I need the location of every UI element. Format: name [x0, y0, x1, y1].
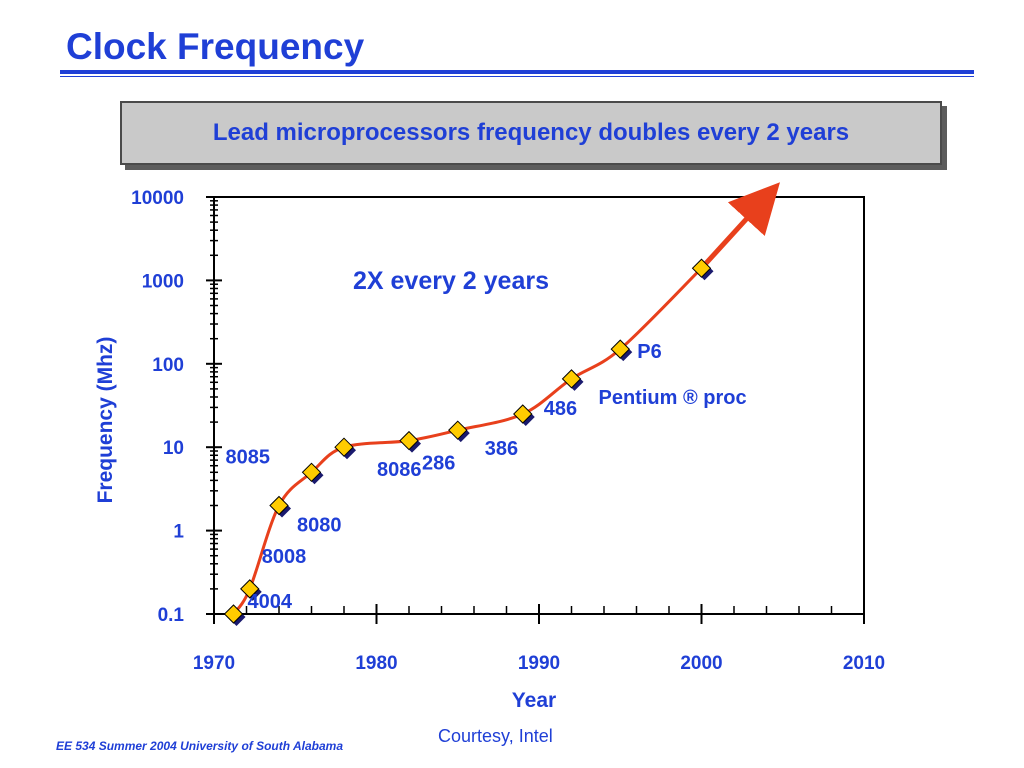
y-tick-label: 10000	[131, 188, 184, 209]
data-marker	[269, 495, 289, 516]
point-label-8086: 8086	[377, 459, 422, 481]
point-label-pentium-proc: Pentium ® proc	[599, 387, 747, 409]
x-tick-label: 1990	[518, 653, 560, 674]
y-tick-label: 0.1	[158, 605, 185, 626]
title-underline	[60, 70, 974, 77]
headline-banner: Lead microprocessors frequency doubles e…	[120, 101, 942, 165]
x-tick-label: 2010	[843, 653, 885, 674]
data-marker	[561, 369, 582, 389]
data-marker	[399, 430, 419, 451]
x-tick-label: 1970	[193, 653, 235, 674]
y-tick-label: 1000	[142, 271, 184, 292]
point-label-p6: P6	[637, 341, 661, 363]
x-tick-label: 1980	[355, 653, 397, 674]
y-axis-title: Frequency (Mhz)	[94, 337, 117, 504]
data-marker	[610, 339, 630, 359]
point-label-386: 386	[485, 438, 518, 460]
data-marker	[223, 604, 244, 624]
data-marker	[691, 258, 712, 278]
growth-annotation: 2X every 2 years	[353, 267, 549, 295]
y-tick-label: 100	[152, 355, 184, 376]
y-tick-label: 10	[163, 438, 184, 459]
point-label-8008: 8008	[262, 546, 307, 568]
point-label-4004: 4004	[248, 591, 293, 613]
data-marker	[513, 404, 533, 424]
footer-text: EE 534 Summer 2004 University of South A…	[56, 739, 343, 753]
slide-title: Clock Frequency	[66, 26, 365, 67]
x-tick-label: 2000	[680, 653, 722, 674]
data-marker	[240, 579, 260, 599]
point-label-8080: 8080	[297, 514, 342, 536]
data-marker	[301, 462, 322, 483]
point-label-8085: 8085	[226, 446, 271, 468]
point-label-486: 486	[544, 398, 577, 420]
y-tick-label: 1	[173, 522, 184, 543]
x-axis-title: Year	[512, 689, 556, 712]
courtesy-note: Courtesy, Intel	[438, 726, 553, 746]
headline-text: Lead microprocessors frequency doubles e…	[212, 119, 850, 146]
data-marker	[448, 420, 468, 440]
trend-arrow	[699, 182, 780, 270]
data-marker	[334, 437, 354, 457]
point-label-286: 286	[422, 453, 455, 475]
